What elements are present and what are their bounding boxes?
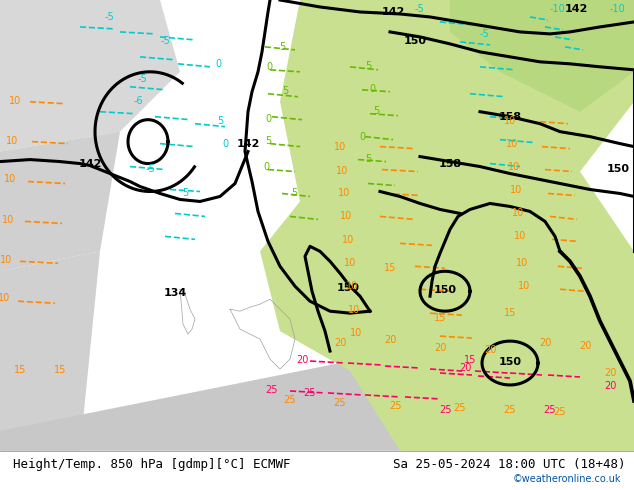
Text: Height/Temp. 850 hPa [gdmp][°C] ECMWF: Height/Temp. 850 hPa [gdmp][°C] ECMWF bbox=[13, 458, 290, 471]
Text: 0: 0 bbox=[369, 84, 375, 94]
Text: 0: 0 bbox=[263, 162, 269, 172]
Text: 150: 150 bbox=[337, 283, 359, 293]
Polygon shape bbox=[0, 251, 100, 451]
Text: 10: 10 bbox=[4, 173, 16, 184]
Text: 10: 10 bbox=[342, 235, 354, 245]
Text: 15: 15 bbox=[504, 308, 516, 318]
Text: 142: 142 bbox=[565, 4, 588, 14]
Text: -5: -5 bbox=[137, 74, 147, 84]
Text: 20: 20 bbox=[384, 335, 396, 345]
Text: 20: 20 bbox=[334, 338, 346, 348]
Text: 25: 25 bbox=[454, 403, 466, 413]
Text: 134: 134 bbox=[164, 288, 186, 298]
Text: 10: 10 bbox=[510, 186, 522, 196]
Text: 10: 10 bbox=[9, 96, 21, 106]
Text: 0: 0 bbox=[266, 62, 272, 72]
Text: 10: 10 bbox=[2, 216, 14, 225]
Text: 10: 10 bbox=[512, 208, 524, 219]
Polygon shape bbox=[0, 132, 120, 271]
Text: 25: 25 bbox=[504, 405, 516, 415]
Text: 20: 20 bbox=[459, 363, 471, 373]
Text: -5: -5 bbox=[105, 12, 115, 22]
Text: 10: 10 bbox=[6, 136, 18, 146]
Text: 150: 150 bbox=[498, 357, 522, 367]
Text: 20: 20 bbox=[539, 338, 551, 348]
Text: 10: 10 bbox=[350, 328, 362, 338]
Text: -10: -10 bbox=[610, 4, 626, 14]
Text: 20: 20 bbox=[484, 345, 496, 355]
Text: ©weatheronline.co.uk: ©weatheronline.co.uk bbox=[513, 474, 621, 484]
Text: 10: 10 bbox=[344, 258, 356, 269]
Text: 158: 158 bbox=[439, 159, 462, 169]
Polygon shape bbox=[260, 0, 634, 451]
Text: 20: 20 bbox=[296, 355, 308, 365]
Text: 10: 10 bbox=[334, 142, 346, 151]
Text: -5: -5 bbox=[480, 29, 489, 39]
Text: 5: 5 bbox=[265, 136, 271, 146]
Text: 10: 10 bbox=[504, 116, 516, 125]
Text: 158: 158 bbox=[498, 112, 522, 122]
Text: 10: 10 bbox=[506, 139, 518, 148]
Text: 150: 150 bbox=[403, 36, 427, 46]
Text: 20: 20 bbox=[434, 343, 446, 353]
Text: 10: 10 bbox=[340, 211, 352, 221]
Text: 5: 5 bbox=[182, 189, 188, 198]
Text: 142: 142 bbox=[381, 7, 404, 17]
Text: 10: 10 bbox=[336, 166, 348, 175]
Text: -10: -10 bbox=[550, 4, 566, 14]
Text: 10: 10 bbox=[348, 305, 360, 315]
Text: 15: 15 bbox=[54, 365, 66, 375]
Text: 5: 5 bbox=[279, 42, 285, 52]
Text: 25: 25 bbox=[544, 405, 556, 415]
Text: -5: -5 bbox=[160, 36, 170, 46]
Text: 5: 5 bbox=[291, 189, 297, 198]
Text: 10: 10 bbox=[346, 281, 358, 291]
Polygon shape bbox=[0, 0, 180, 151]
Text: 5: 5 bbox=[365, 61, 371, 71]
Polygon shape bbox=[0, 331, 634, 451]
Text: 10: 10 bbox=[514, 231, 526, 242]
Text: Sa 25-05-2024 18:00 UTC (18+48): Sa 25-05-2024 18:00 UTC (18+48) bbox=[393, 458, 626, 471]
Text: 20: 20 bbox=[579, 341, 591, 351]
Text: 0: 0 bbox=[215, 59, 221, 69]
Text: 5: 5 bbox=[365, 153, 371, 164]
Text: 25: 25 bbox=[304, 388, 316, 398]
Text: 150: 150 bbox=[434, 285, 456, 295]
Text: 25: 25 bbox=[284, 395, 296, 405]
Text: 142: 142 bbox=[236, 139, 260, 148]
Text: 10: 10 bbox=[508, 162, 520, 172]
Text: 10: 10 bbox=[0, 293, 10, 303]
Text: 15: 15 bbox=[464, 355, 476, 365]
Text: 10: 10 bbox=[518, 281, 530, 291]
Text: -5: -5 bbox=[145, 164, 155, 173]
Text: -6: -6 bbox=[133, 96, 143, 106]
Text: 10: 10 bbox=[338, 189, 350, 198]
Text: 10: 10 bbox=[516, 258, 528, 269]
Text: 0: 0 bbox=[359, 132, 365, 142]
Text: 5: 5 bbox=[217, 116, 223, 125]
Text: 0: 0 bbox=[222, 139, 228, 148]
Text: -5: -5 bbox=[415, 4, 425, 14]
Text: 25: 25 bbox=[389, 401, 401, 411]
Text: 25: 25 bbox=[553, 407, 566, 417]
Text: 25: 25 bbox=[439, 405, 451, 415]
Text: 15: 15 bbox=[434, 313, 446, 323]
Text: 0: 0 bbox=[265, 114, 271, 123]
Text: 25: 25 bbox=[266, 385, 278, 395]
Text: 5: 5 bbox=[373, 106, 379, 116]
Text: 10: 10 bbox=[0, 255, 12, 265]
Text: 15: 15 bbox=[384, 263, 396, 273]
Polygon shape bbox=[450, 0, 634, 112]
Text: 25: 25 bbox=[333, 398, 346, 408]
Text: 20: 20 bbox=[604, 381, 616, 391]
Text: 5: 5 bbox=[282, 86, 288, 96]
Text: 15: 15 bbox=[14, 365, 26, 375]
Text: 20: 20 bbox=[604, 368, 616, 378]
Text: 150: 150 bbox=[607, 164, 630, 173]
Text: 142: 142 bbox=[79, 159, 101, 169]
